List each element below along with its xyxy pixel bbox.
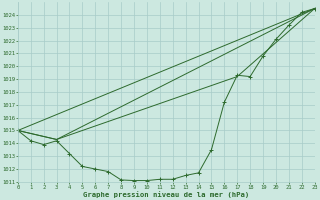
X-axis label: Graphe pression niveau de la mer (hPa): Graphe pression niveau de la mer (hPa) — [83, 191, 249, 198]
